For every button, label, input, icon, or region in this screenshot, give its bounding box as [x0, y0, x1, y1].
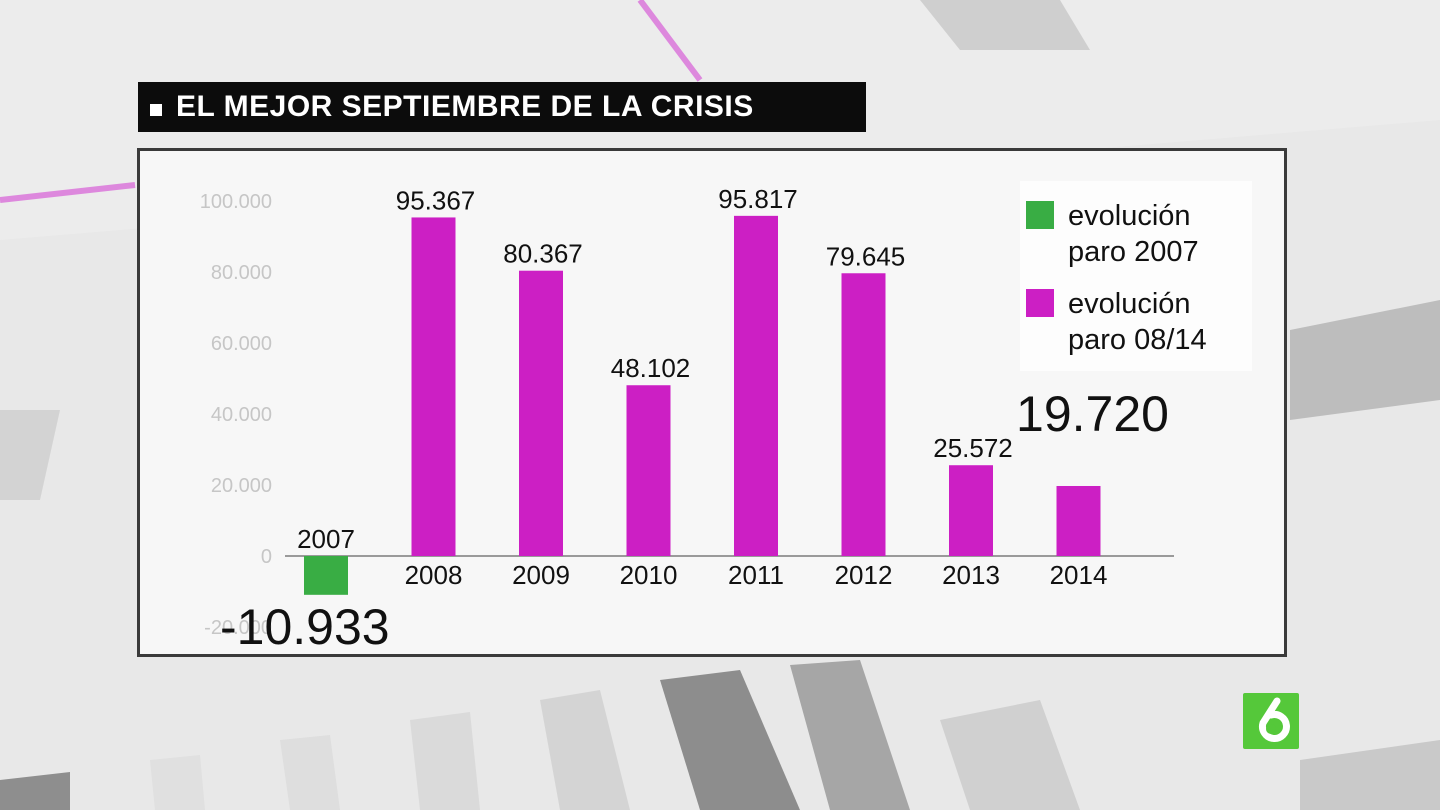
x-tick-label: 2014: [1050, 560, 1108, 590]
la-sexta-logo-icon: [1243, 693, 1299, 749]
x-tick-label: 2007: [297, 524, 355, 554]
x-tick-label: 2011: [728, 560, 784, 590]
bar-2011: [734, 215, 778, 556]
data-label: 48.102: [611, 353, 691, 383]
y-tick-label: 0: [261, 546, 272, 568]
y-tick-label: 100.000: [200, 191, 272, 213]
bar-2007: [304, 556, 348, 595]
bar-2012: [841, 273, 886, 556]
data-label: 80.367: [503, 239, 583, 269]
bar-2014: [1056, 485, 1101, 556]
legend-box: [1020, 181, 1252, 371]
data-label: 19.720: [1016, 386, 1169, 442]
y-tick-label: 40.000: [211, 404, 272, 426]
x-tick-label: 2008: [405, 560, 463, 590]
data-label: -10.933: [220, 599, 390, 655]
title-bullet: [150, 104, 162, 116]
legend-label: paro 08/14: [1068, 324, 1207, 356]
chart-panel: 100.000 80.000 60.000 40.000 20.000 0 -20.000 2…: [137, 148, 1287, 657]
data-label: 95.367: [396, 185, 476, 215]
bar-2013: [949, 465, 993, 556]
bar-2010: [626, 385, 671, 556]
data-label: 25.572: [933, 433, 1013, 463]
x-tick-label: 2010: [620, 560, 678, 590]
legend-label: paro 2007: [1068, 236, 1199, 268]
y-tick-label: -20.000: [204, 617, 272, 639]
legend-label: evolución: [1068, 288, 1191, 320]
x-tick-label: 2013: [942, 560, 1000, 590]
x-tick-label: 2012: [835, 560, 893, 590]
data-label: 79.645: [826, 241, 906, 271]
bar-2008: [411, 217, 456, 556]
chart-title-bar: EL MEJOR SEPTIEMBRE DE LA CRISIS: [138, 82, 866, 132]
bar-chart: 100.000 80.000 60.000 40.000 20.000 0 -20.000 2…: [200, 181, 1252, 655]
legend-swatch: [1026, 289, 1054, 317]
bar-2009: [519, 270, 563, 556]
data-label: 95.817: [718, 184, 798, 214]
y-tick-label: 20.000: [211, 475, 272, 497]
legend-swatch: [1026, 201, 1054, 229]
legend-label: evolución: [1068, 200, 1191, 232]
y-tick-label: 60.000: [211, 333, 272, 355]
chart-title: EL MEJOR SEPTIEMBRE DE LA CRISIS: [176, 90, 754, 123]
y-tick-label: 80.000: [211, 262, 272, 284]
x-tick-label: 2009: [512, 560, 570, 590]
